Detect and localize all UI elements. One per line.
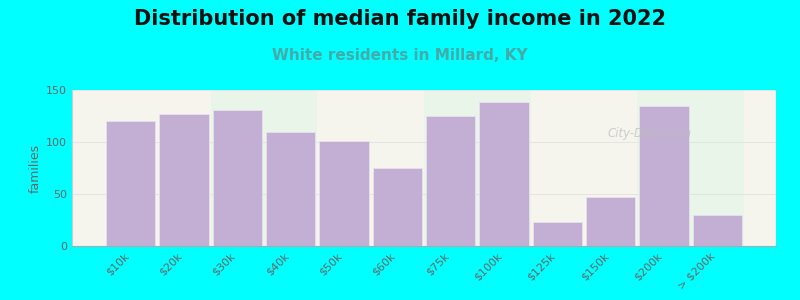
Bar [319,141,369,246]
Bar [373,168,422,246]
Bar [586,197,635,246]
Bar [693,215,742,246]
Bar [266,132,315,246]
Bar [104,90,210,246]
Bar [213,110,262,246]
Text: White residents in Millard, KY: White residents in Millard, KY [272,48,528,63]
Bar [638,90,744,246]
Bar [426,116,475,246]
Text: City-Data.com: City-Data.com [607,127,691,140]
Bar [639,106,689,246]
Bar [106,121,155,246]
Bar [318,90,424,246]
Bar [530,90,638,246]
Text: Distribution of median family income in 2022: Distribution of median family income in … [134,9,666,29]
Y-axis label: families: families [29,143,42,193]
Bar [159,114,209,246]
Bar [424,90,530,246]
Bar [479,103,529,246]
Bar [210,90,318,246]
Bar [533,222,582,246]
